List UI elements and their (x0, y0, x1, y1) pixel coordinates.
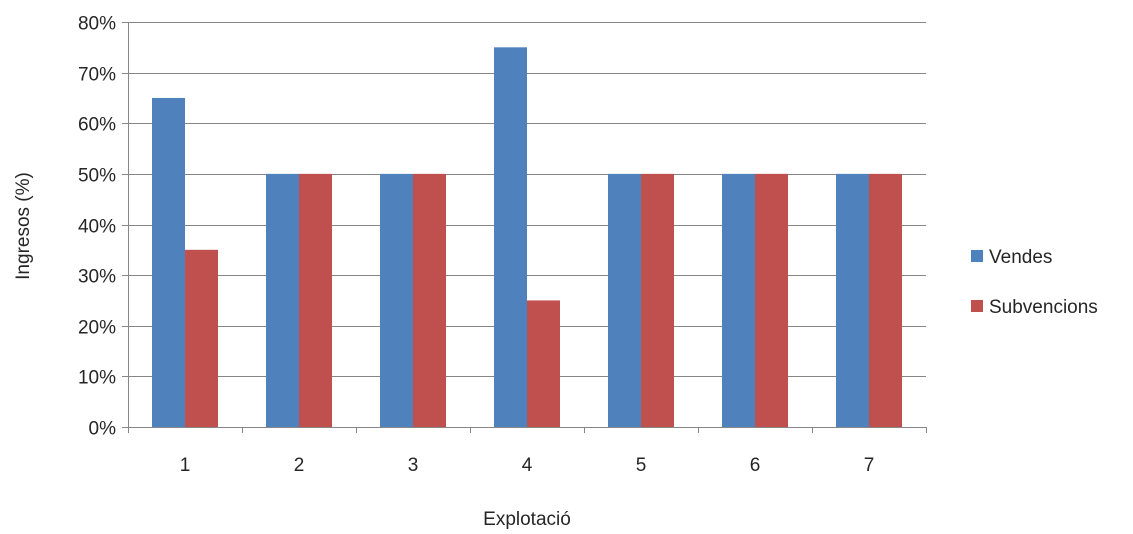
y-tick-label: 10% (78, 368, 116, 389)
bar-vendes-7 (836, 173, 869, 427)
bar-subvencions-4 (527, 300, 560, 427)
legend-swatch-subvencions (971, 300, 983, 312)
bar-vendes-6 (722, 173, 755, 427)
bars (152, 47, 902, 427)
x-tick-label: 3 (408, 455, 419, 476)
y-tick-label: 30% (78, 267, 116, 288)
x-tick-label: 6 (750, 455, 761, 476)
y-axis-title: Ingresos (%) (13, 172, 34, 280)
y-tick-label: 40% (78, 217, 116, 238)
x-tick-labels: 1 2 3 4 5 6 7 (180, 455, 875, 476)
legend-label-vendes: Vendes (989, 247, 1052, 268)
bar-subvencions-1 (185, 249, 218, 427)
bar-vendes-5 (608, 173, 641, 427)
bar-subvencions-5 (641, 173, 674, 427)
axes (122, 22, 927, 433)
x-tick-label: 1 (180, 455, 191, 476)
y-tick-label: 70% (78, 65, 116, 86)
bar-vendes-1 (152, 97, 185, 427)
y-tick-label: 80% (78, 14, 116, 35)
bar-subvencions-6 (755, 173, 788, 427)
legend-label-subvencions: Subvencions (989, 297, 1098, 318)
x-axis-title: Explotació (483, 509, 571, 530)
x-tick-label: 7 (864, 455, 875, 476)
y-tick-label: 0% (89, 419, 117, 440)
x-tick-label: 5 (636, 455, 647, 476)
legend-swatch-vendes (971, 250, 983, 262)
legend: Vendes Subvencions (971, 247, 1098, 318)
bar-vendes-4 (494, 47, 527, 427)
y-tick-label: 50% (78, 166, 116, 187)
bar-vendes-3 (380, 173, 413, 427)
y-tick-labels: 0% 10% 20% 30% 40% 50% 60% 70% 80% (78, 14, 116, 440)
y-tick-label: 20% (78, 318, 116, 339)
bar-subvencions-7 (869, 173, 902, 427)
x-tick-label: 2 (294, 455, 305, 476)
bar-subvencions-3 (413, 173, 446, 427)
y-tick-label: 60% (78, 115, 116, 136)
bar-subvencions-2 (299, 173, 332, 427)
x-tick-label: 4 (522, 455, 533, 476)
bar-vendes-2 (266, 173, 299, 427)
